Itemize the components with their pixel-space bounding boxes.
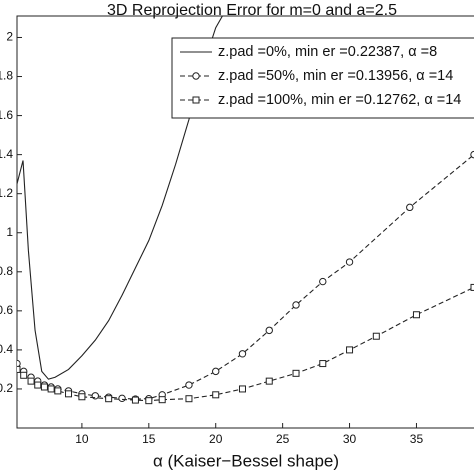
x-tick-label: 25 xyxy=(276,432,290,446)
y-tick-label: 1 xyxy=(6,225,13,239)
marker xyxy=(158,396,166,404)
marker xyxy=(319,360,327,368)
marker xyxy=(131,396,139,404)
marker xyxy=(412,311,420,319)
marker xyxy=(292,369,300,377)
legend-label: z.pad =100%, min er =0.12762, α =14 xyxy=(218,92,461,108)
marker xyxy=(346,346,354,354)
marker xyxy=(406,203,414,212)
marker xyxy=(238,385,246,393)
marker xyxy=(185,381,193,389)
marker xyxy=(192,96,200,104)
marker xyxy=(345,258,354,266)
marker xyxy=(265,377,273,385)
series-line xyxy=(17,16,223,380)
marker xyxy=(65,390,73,398)
marker xyxy=(54,387,62,395)
marker xyxy=(212,391,220,399)
y-tick-label: 1.8 xyxy=(0,69,13,83)
y-tick-label: 0.6 xyxy=(0,303,13,317)
marker xyxy=(319,277,327,286)
marker xyxy=(145,397,153,405)
marker xyxy=(185,395,193,403)
marker xyxy=(192,72,200,80)
marker xyxy=(78,393,86,401)
marker xyxy=(40,383,48,391)
x-tick-label: 35 xyxy=(410,432,424,446)
x-axis-label: α (Kaiser−Bessel shape) xyxy=(153,451,339,470)
y-tick-label: 1.4 xyxy=(0,147,13,161)
x-tick-label: 15 xyxy=(142,432,156,446)
marker xyxy=(265,326,273,335)
plot-area xyxy=(17,16,474,405)
y-tick-label: 0.8 xyxy=(0,264,13,278)
series-line xyxy=(17,286,474,402)
plot-frame xyxy=(16,15,474,429)
y-tick-label: 1.2 xyxy=(0,186,13,200)
x-tick-label: 10 xyxy=(75,432,89,446)
marker xyxy=(17,359,21,368)
marker xyxy=(27,377,35,385)
marker xyxy=(292,301,300,309)
marker xyxy=(238,350,247,358)
y-tick-label: 0.2 xyxy=(0,381,13,395)
marker xyxy=(20,371,28,379)
marker xyxy=(105,395,113,403)
series-line xyxy=(17,154,474,400)
x-tick-label: 30 xyxy=(343,432,357,446)
marker xyxy=(212,367,220,376)
marker xyxy=(47,385,55,393)
y-tick-label: 1.6 xyxy=(0,108,13,122)
x-tick-label: 20 xyxy=(209,432,223,446)
marker xyxy=(118,394,126,403)
chart-title: 3D Reprojection Error for m=0 and a=2.5 xyxy=(107,2,397,19)
marker xyxy=(17,365,21,373)
y-tick-label: 0.4 xyxy=(0,342,13,356)
marker xyxy=(470,283,474,291)
legend-label: z.pad =50%, min er =0.13956, α =14 xyxy=(218,68,453,84)
marker xyxy=(34,381,42,389)
legend-box xyxy=(171,37,474,119)
legend-label: z.pad =0%, min er =0.22387, α =8 xyxy=(218,44,437,60)
marker xyxy=(372,332,380,340)
y-tick-label: 2 xyxy=(6,30,13,44)
